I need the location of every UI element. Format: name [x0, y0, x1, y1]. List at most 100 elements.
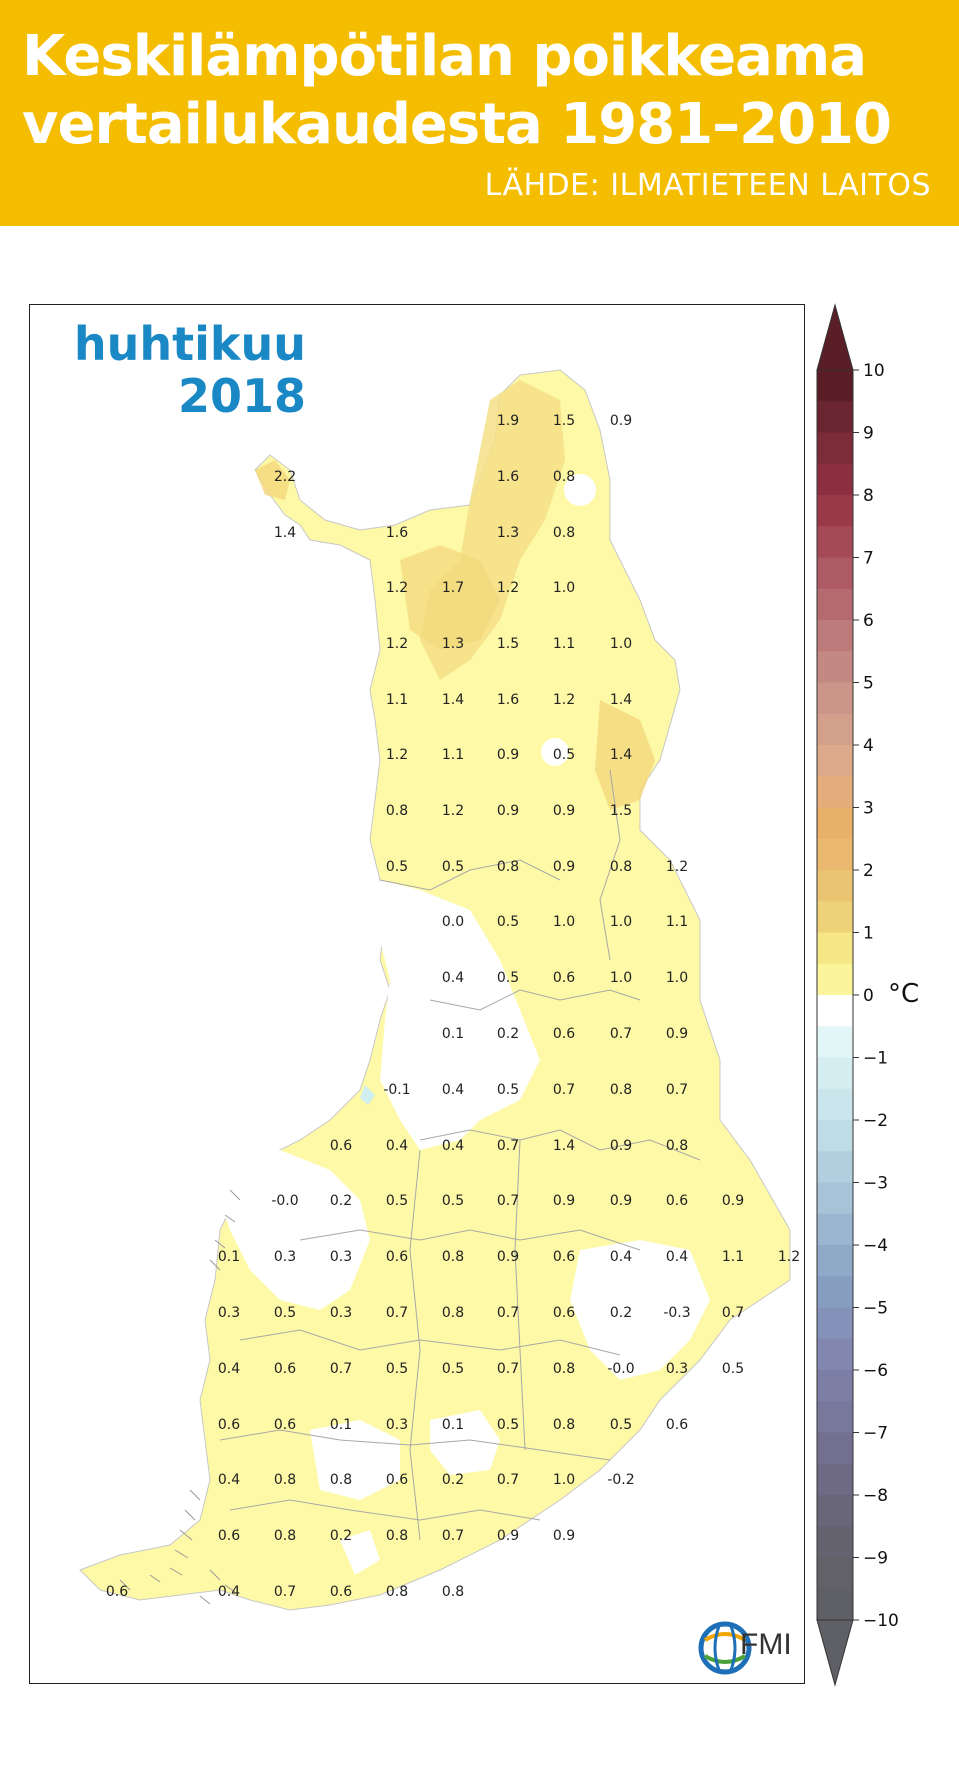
source-label: LÄHDE: ILMATIETEEN LAITOS: [484, 168, 931, 203]
value-label: 1.4: [553, 1138, 575, 1154]
colorbar-tick-label: 6: [863, 611, 874, 631]
value-label: 0.6: [553, 970, 575, 986]
value-label: 0.7: [274, 1584, 296, 1600]
colorbar-band: [817, 682, 853, 715]
colorbar-band: [817, 1495, 853, 1527]
colorbar-tick-label: −7: [863, 1424, 888, 1444]
value-label: 0.9: [553, 859, 575, 875]
value-label: 0.6: [106, 1584, 128, 1600]
colorbar-band: [817, 901, 853, 933]
value-label: 0.4: [218, 1361, 240, 1377]
colorbar-tick-label: 1: [863, 924, 874, 944]
title-line-2: vertailukaudesta 1981–2010: [22, 92, 892, 157]
colorbar-band: [817, 1370, 853, 1402]
value-label: 0.8: [386, 1528, 408, 1544]
value-label: 0.4: [666, 1249, 688, 1265]
value-label: 0.9: [497, 1249, 519, 1265]
value-label: 1.1: [386, 692, 408, 708]
colorbar-band: [817, 713, 853, 746]
value-label: 0.5: [386, 1361, 408, 1377]
colorbar-band: [817, 838, 853, 871]
colorbar-band: [817, 1057, 853, 1090]
colorbar-band: [817, 526, 853, 558]
colorbar-band: [817, 1588, 853, 1621]
value-label: 0.5: [497, 1082, 519, 1098]
colorbar-tick-label: 8: [863, 486, 874, 506]
value-label: 0.6: [330, 1584, 352, 1600]
value-label: 1.4: [442, 692, 464, 708]
colorbar-band: [817, 745, 853, 777]
value-label: 1.0: [553, 580, 575, 596]
value-label: 0.7: [497, 1138, 519, 1154]
value-label: 1.2: [497, 580, 519, 596]
colorbar-band: [817, 807, 853, 840]
value-label: 0.8: [666, 1138, 688, 1154]
fmi-logo-icon: [698, 1621, 752, 1675]
colorbar-tick-label: −2: [863, 1111, 888, 1131]
colorbar-band: [817, 1151, 853, 1183]
colorbar-band: [817, 1401, 853, 1433]
value-label: 0.8: [553, 525, 575, 541]
month-label: huhtikuu: [73, 317, 306, 371]
value-label: 0.4: [386, 1138, 408, 1154]
colorbar-band: [817, 1276, 853, 1308]
colorbar-bottom-arrow: [816, 1619, 854, 1687]
colorbar-band: [817, 870, 853, 902]
value-label: 0.7: [497, 1193, 519, 1209]
value-label: 0.7: [497, 1305, 519, 1321]
colorbar-band: [817, 1245, 853, 1277]
colorbar-band: [817, 1463, 853, 1496]
value-label: 0.5: [610, 1417, 632, 1433]
value-label: 0.7: [722, 1305, 744, 1321]
colorbar-tick-label: 10: [863, 361, 885, 381]
value-label: 0.5: [442, 1361, 464, 1377]
value-label: 1.4: [610, 747, 632, 763]
value-label: 0.2: [330, 1193, 352, 1209]
value-label: 0.8: [274, 1528, 296, 1544]
value-label: -0.0: [271, 1193, 298, 1209]
value-label: 0.7: [330, 1361, 352, 1377]
value-label: 0.8: [386, 803, 408, 819]
value-label: -0.0: [607, 1361, 634, 1377]
value-label: 0.6: [666, 1193, 688, 1209]
colorbar-band: [817, 1213, 853, 1246]
value-label: 0.4: [442, 970, 464, 986]
value-label: 0.4: [218, 1584, 240, 1600]
value-label: 0.2: [610, 1305, 632, 1321]
colorbar-band: [817, 932, 853, 965]
colorbar-tick-label: 2: [863, 861, 874, 881]
value-label: 0.8: [610, 859, 632, 875]
value-label: 0.8: [442, 1249, 464, 1265]
value-label: 0.6: [274, 1417, 296, 1433]
value-label: 0.5: [553, 747, 575, 763]
value-label: 0.5: [497, 914, 519, 930]
colorbar-tick-label: 4: [863, 736, 874, 756]
colorbar-tick-label: 0: [863, 986, 874, 1006]
value-label: 0.7: [386, 1305, 408, 1321]
colorbar-band: [817, 370, 853, 402]
colorbar-band: [817, 963, 853, 996]
colorbar-band: [817, 776, 853, 808]
colorbar-tick-label: 3: [863, 799, 874, 819]
colorbar-tick-label: −5: [863, 1299, 888, 1319]
value-label: 1.5: [610, 803, 632, 819]
value-label: 0.8: [497, 859, 519, 875]
value-label: 0.6: [553, 1249, 575, 1265]
value-label: 0.8: [386, 1584, 408, 1600]
value-label: 0.5: [442, 859, 464, 875]
value-label: 1.0: [610, 914, 632, 930]
value-label: 1.0: [610, 636, 632, 652]
colorbar-band: [817, 995, 853, 1027]
value-label: 1.6: [386, 525, 408, 541]
value-label: -0.3: [663, 1305, 690, 1321]
year-label: 2018: [177, 369, 306, 423]
value-label: 0.8: [553, 1361, 575, 1377]
colorbar-band: [817, 1526, 853, 1558]
value-label: 0.9: [610, 1193, 632, 1209]
colorbar-band: [817, 1557, 853, 1590]
value-label: 0.0: [442, 914, 464, 930]
value-label: -0.2: [607, 1472, 634, 1488]
value-label: 0.1: [442, 1417, 464, 1433]
value-label: 1.1: [666, 914, 688, 930]
